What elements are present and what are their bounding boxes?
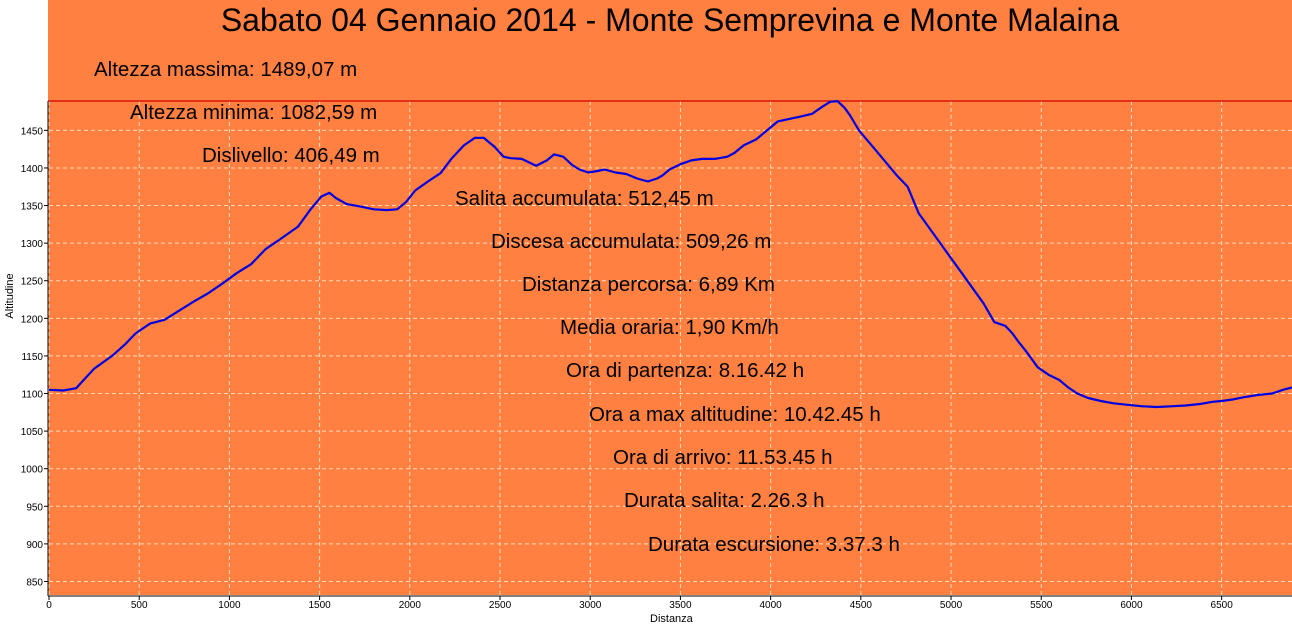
stat-max-altitude: Altezza massima: 1489,07 m [94, 58, 358, 81]
y-tick-label: 1300 [21, 239, 44, 250]
x-tick-label: 6000 [1120, 600, 1143, 611]
stat-ascent: Salita accumulata: 512,45 m [455, 187, 714, 210]
x-tick-label: 1500 [308, 600, 331, 611]
x-tick-label: 0 [46, 600, 52, 611]
title-band [48, 0, 1292, 101]
y-tick-label: 1400 [21, 164, 44, 175]
x-tick-label: 3500 [669, 600, 692, 611]
x-tick-label: 6500 [1211, 600, 1234, 611]
grid-lines [48, 101, 1292, 595]
x-tick-label: 5500 [1030, 600, 1053, 611]
y-tick-label: 1050 [21, 427, 44, 438]
y-tick-label: 1150 [21, 352, 43, 363]
y-tick-label: 1200 [21, 314, 44, 325]
y-tick-label: 1000 [21, 465, 44, 476]
x-tick-label: 1000 [218, 600, 241, 611]
x-tick-label: 5000 [940, 600, 963, 611]
stat-start-time: Ora di partenza: 8.16.42 h [566, 359, 805, 382]
stat-distance: Distanza percorsa: 6,89 Km [522, 273, 775, 296]
x-tick-label: 4000 [760, 600, 783, 611]
stat-elevation-gain: Dislivello: 406,49 m [202, 144, 380, 167]
y-tick-label: 1350 [21, 202, 44, 213]
x-tick-label: 2500 [489, 600, 512, 611]
stat-average-speed: Media oraria: 1,90 Km/h [560, 316, 779, 339]
stat-min-altitude: Altezza minima: 1082,59 m [130, 101, 378, 124]
x-axis-ticks: 0 500 1000 1500 2000 2500 3000 3500 4000 4500 5000… [46, 596, 1233, 611]
plot-area [48, 101, 1292, 595]
y-tick-label: 1450 [21, 126, 44, 137]
y-tick-label: 900 [26, 540, 43, 551]
y-axis-ticks: 850 900 950 1000 1050 1100 1150 1200 1250 1300 135… [21, 126, 48, 588]
x-tick-label: 2000 [399, 600, 422, 611]
y-tick-label: 850 [26, 577, 43, 588]
x-tick-label: 500 [131, 600, 148, 611]
chart-title: Sabato 04 Gennaio 2014 - Monte Semprevin… [220, 2, 1120, 38]
y-axis-label: Altitudine [4, 273, 16, 319]
x-tick-label: 4500 [850, 600, 873, 611]
stat-max-altitude-time: Ora a max altitudine: 10.42.45 h [589, 403, 881, 426]
stat-arrival-time: Ora di arrivo: 11.53.45 h [613, 446, 833, 469]
y-tick-label: 950 [26, 502, 43, 513]
x-axis-label: Distanza [650, 613, 693, 625]
altitude-profile-line [48, 99, 1292, 409]
y-tick-label: 1100 [21, 390, 43, 401]
stat-descent: Discesa accumulata: 509,26 m [491, 230, 772, 253]
x-tick-label: 3000 [579, 600, 602, 611]
stat-ascent-duration: Durata salita: 2.26.3 h [624, 489, 825, 512]
y-tick-label: 1250 [21, 277, 44, 288]
stat-total-duration: Durata escursione: 3.37.3 h [648, 533, 900, 556]
